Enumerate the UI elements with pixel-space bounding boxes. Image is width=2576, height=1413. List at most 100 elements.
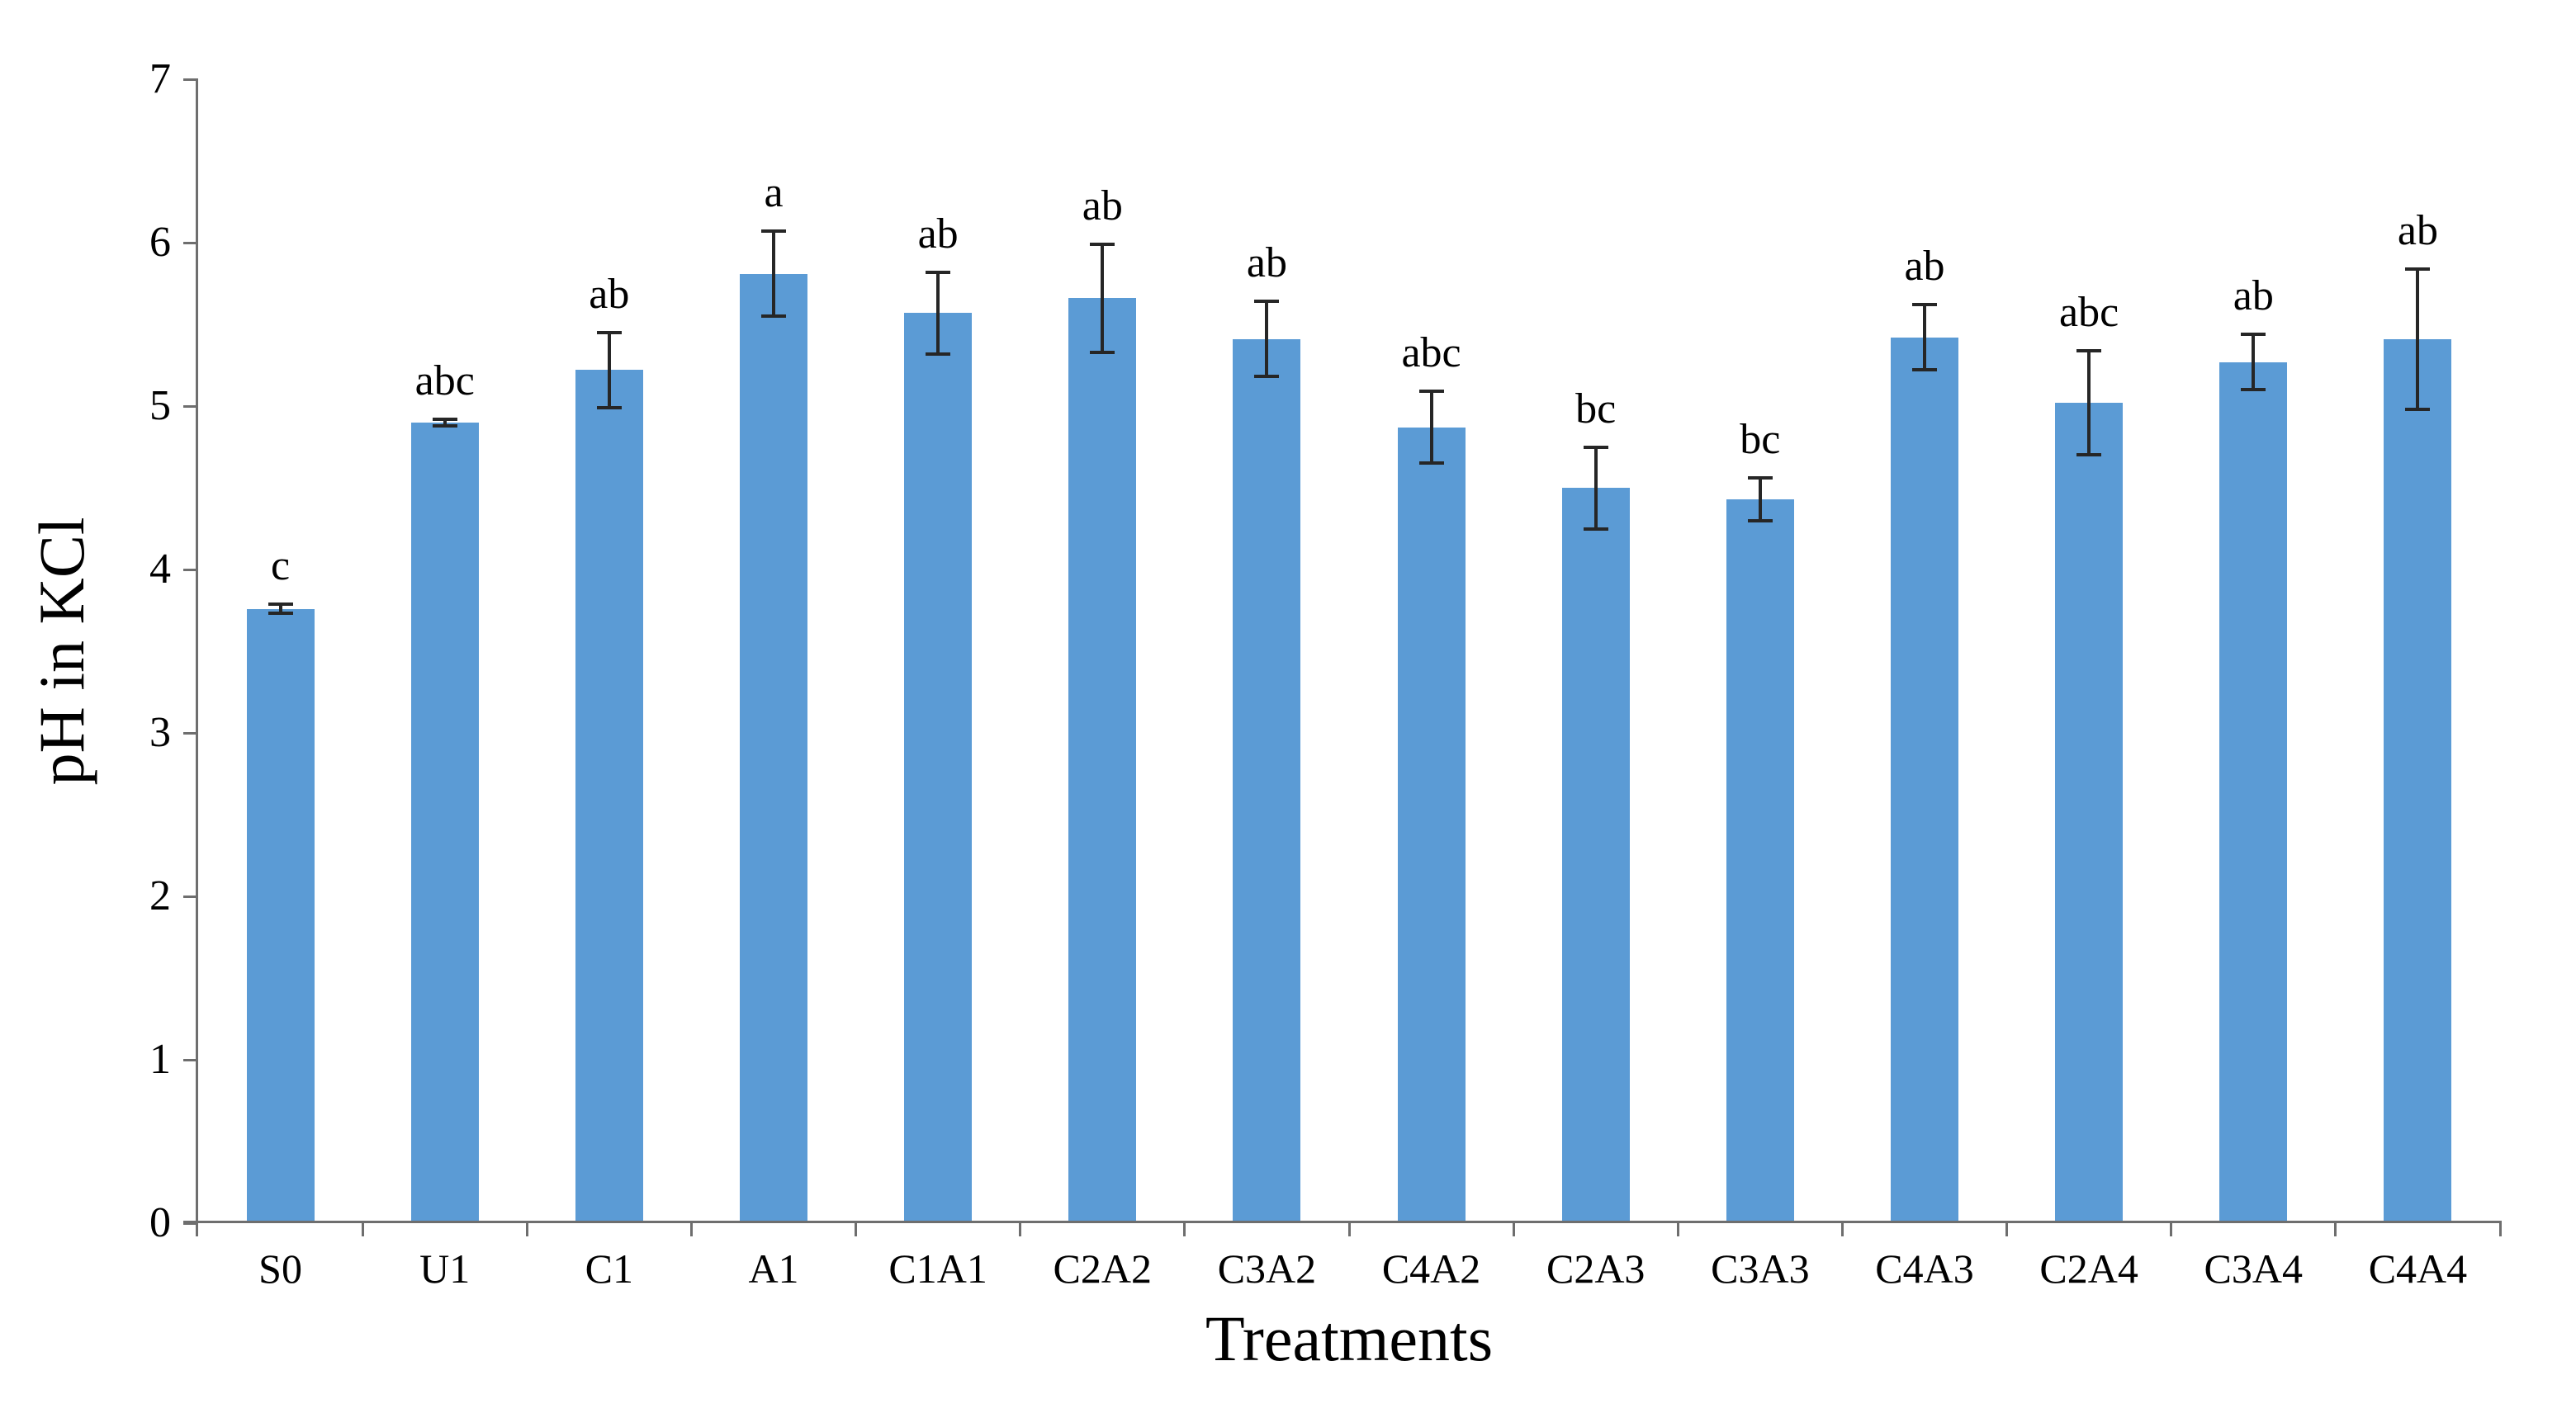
- category-label-C2A2: C2A2: [1053, 1245, 1153, 1292]
- error-bar-line-C3A4: [2252, 333, 2256, 390]
- error-bar-cap-bottom-C2A4: [2076, 453, 2102, 457]
- y-tick-1: [183, 1058, 198, 1061]
- significance-letter-C3A2: ab: [1246, 239, 1287, 287]
- y-tick-7: [183, 78, 198, 81]
- error-bar-line-C2A4: [2087, 350, 2091, 456]
- bar-C2A4: [2055, 403, 2124, 1223]
- significance-letter-C4A4: ab: [2397, 206, 2438, 254]
- error-bar-cap-bottom-S0: [268, 612, 293, 616]
- error-bar-cap-bottom-C3A3: [1747, 518, 1773, 522]
- significance-letter-C4A3: ab: [1904, 243, 1945, 291]
- x-axis-title: Treatments: [1205, 1302, 1494, 1374]
- y-tick-label-1: 1: [149, 1036, 171, 1083]
- error-bar-line-C3A3: [1758, 478, 1762, 521]
- bar-C3A3: [1726, 499, 1794, 1223]
- x-boundary-tick-12: [2170, 1223, 2173, 1236]
- significance-letter-C4A2: abc: [1401, 329, 1461, 377]
- y-tick-label-4: 4: [149, 546, 171, 593]
- bar-C1: [575, 370, 643, 1223]
- bar-C2A3: [1561, 488, 1630, 1223]
- significance-letter-U1: abc: [414, 357, 475, 404]
- significance-letter-A1: a: [764, 169, 784, 217]
- error-bar-cap-top-C1: [596, 330, 622, 334]
- category-label-C2A4: C2A4: [2039, 1245, 2138, 1292]
- y-tick-label-3: 3: [149, 709, 171, 756]
- x-boundary-tick-14: [2498, 1223, 2502, 1236]
- bar-C4A2: [1397, 427, 1466, 1223]
- y-tick-6: [183, 241, 198, 244]
- x-boundary-tick-5: [1019, 1223, 1022, 1236]
- error-bar-cap-bottom-C4A4: [2405, 407, 2431, 411]
- y-tick-label-0: 0: [149, 1199, 171, 1246]
- y-axis-line: [196, 79, 198, 1236]
- error-bar-cap-top-U1: [432, 417, 457, 421]
- y-tick-label-7: 7: [149, 55, 171, 102]
- y-tick-label-2: 2: [149, 872, 171, 919]
- x-boundary-tick-13: [2334, 1223, 2337, 1236]
- y-tick-label-5: 5: [149, 382, 171, 429]
- x-boundary-tick-6: [1183, 1223, 1186, 1236]
- category-label-C1A1: C1A1: [888, 1245, 987, 1292]
- error-bar-cap-bottom-C2A2: [1090, 350, 1115, 354]
- bar-C4A3: [1891, 337, 1958, 1223]
- error-bar-cap-top-C3A3: [1747, 476, 1773, 480]
- error-bar-cap-top-C2A3: [1583, 445, 1608, 449]
- x-boundary-tick-1: [361, 1223, 364, 1236]
- x-boundary-tick-3: [689, 1223, 693, 1236]
- x-boundary-tick-7: [1347, 1223, 1351, 1236]
- error-bar-cap-bottom-C4A3: [1912, 368, 1937, 372]
- significance-letter-C3A4: ab: [2233, 272, 2274, 319]
- y-tick-4: [183, 568, 198, 571]
- error-bar-cap-bottom-C4A2: [1418, 461, 1444, 465]
- error-bar-cap-top-S0: [268, 602, 293, 606]
- category-label-C3A2: C3A2: [1217, 1245, 1317, 1292]
- error-bar-cap-bottom-C3A2: [1254, 375, 1280, 379]
- y-tick-5: [183, 404, 198, 408]
- significance-letter-C1A1: ab: [917, 210, 959, 258]
- error-bar-line-C1A1: [936, 272, 940, 354]
- category-label-C2A3: C2A3: [1546, 1245, 1646, 1292]
- bar-C3A2: [1233, 338, 1301, 1223]
- error-bar-cap-bottom-C1A1: [926, 352, 951, 356]
- error-bar-cap-bottom-C3A4: [2241, 388, 2266, 392]
- error-bar-line-C4A4: [2416, 268, 2420, 409]
- category-label-C4A3: C4A3: [1875, 1245, 1974, 1292]
- category-label-U1: U1: [419, 1245, 471, 1292]
- error-bar-line-C4A2: [1429, 391, 1433, 464]
- bar-C2A2: [1068, 298, 1137, 1223]
- error-bar-cap-bottom-U1: [432, 423, 457, 428]
- y-tick-3: [183, 731, 198, 735]
- error-bar-line-C1: [607, 332, 611, 408]
- category-label-C4A4: C4A4: [2368, 1245, 2468, 1292]
- error-bar-line-C3A2: [1265, 301, 1269, 377]
- error-bar-line-S0: [278, 603, 282, 614]
- bar-A1: [740, 273, 807, 1223]
- y-tick-label-6: 6: [149, 219, 171, 266]
- error-bar-line-U1: [443, 418, 447, 426]
- x-boundary-tick-2: [525, 1223, 528, 1236]
- error-bar-line-C4A3: [1923, 305, 1926, 371]
- bar-U1: [410, 422, 479, 1223]
- significance-letter-C2A3: bc: [1575, 385, 1617, 432]
- error-bar-cap-bottom-A1: [761, 314, 786, 319]
- x-boundary-tick-8: [1512, 1223, 1515, 1236]
- error-bar-cap-bottom-C2A3: [1583, 527, 1608, 531]
- x-boundary-tick-10: [1840, 1223, 1844, 1236]
- significance-letter-C1: ab: [589, 270, 630, 318]
- y-tick-0: [183, 1222, 198, 1225]
- category-label-C4A2: C4A2: [1381, 1245, 1481, 1292]
- error-bar-line-A1: [772, 231, 775, 317]
- x-boundary-tick-9: [1676, 1223, 1679, 1236]
- significance-letter-C2A2: ab: [1082, 182, 1123, 229]
- significance-letter-C2A4: abc: [2059, 288, 2119, 336]
- category-label-S0: S0: [258, 1245, 302, 1292]
- y-tick-2: [183, 895, 198, 898]
- bar-C4A4: [2384, 338, 2452, 1223]
- error-bar-cap-top-C4A3: [1912, 303, 1937, 307]
- error-bar-line-C2A2: [1101, 243, 1105, 352]
- bar-S0: [246, 608, 315, 1223]
- category-label-A1: A1: [748, 1245, 799, 1292]
- category-label-C3A3: C3A3: [1711, 1245, 1810, 1292]
- error-bar-cap-top-C2A4: [2076, 348, 2102, 352]
